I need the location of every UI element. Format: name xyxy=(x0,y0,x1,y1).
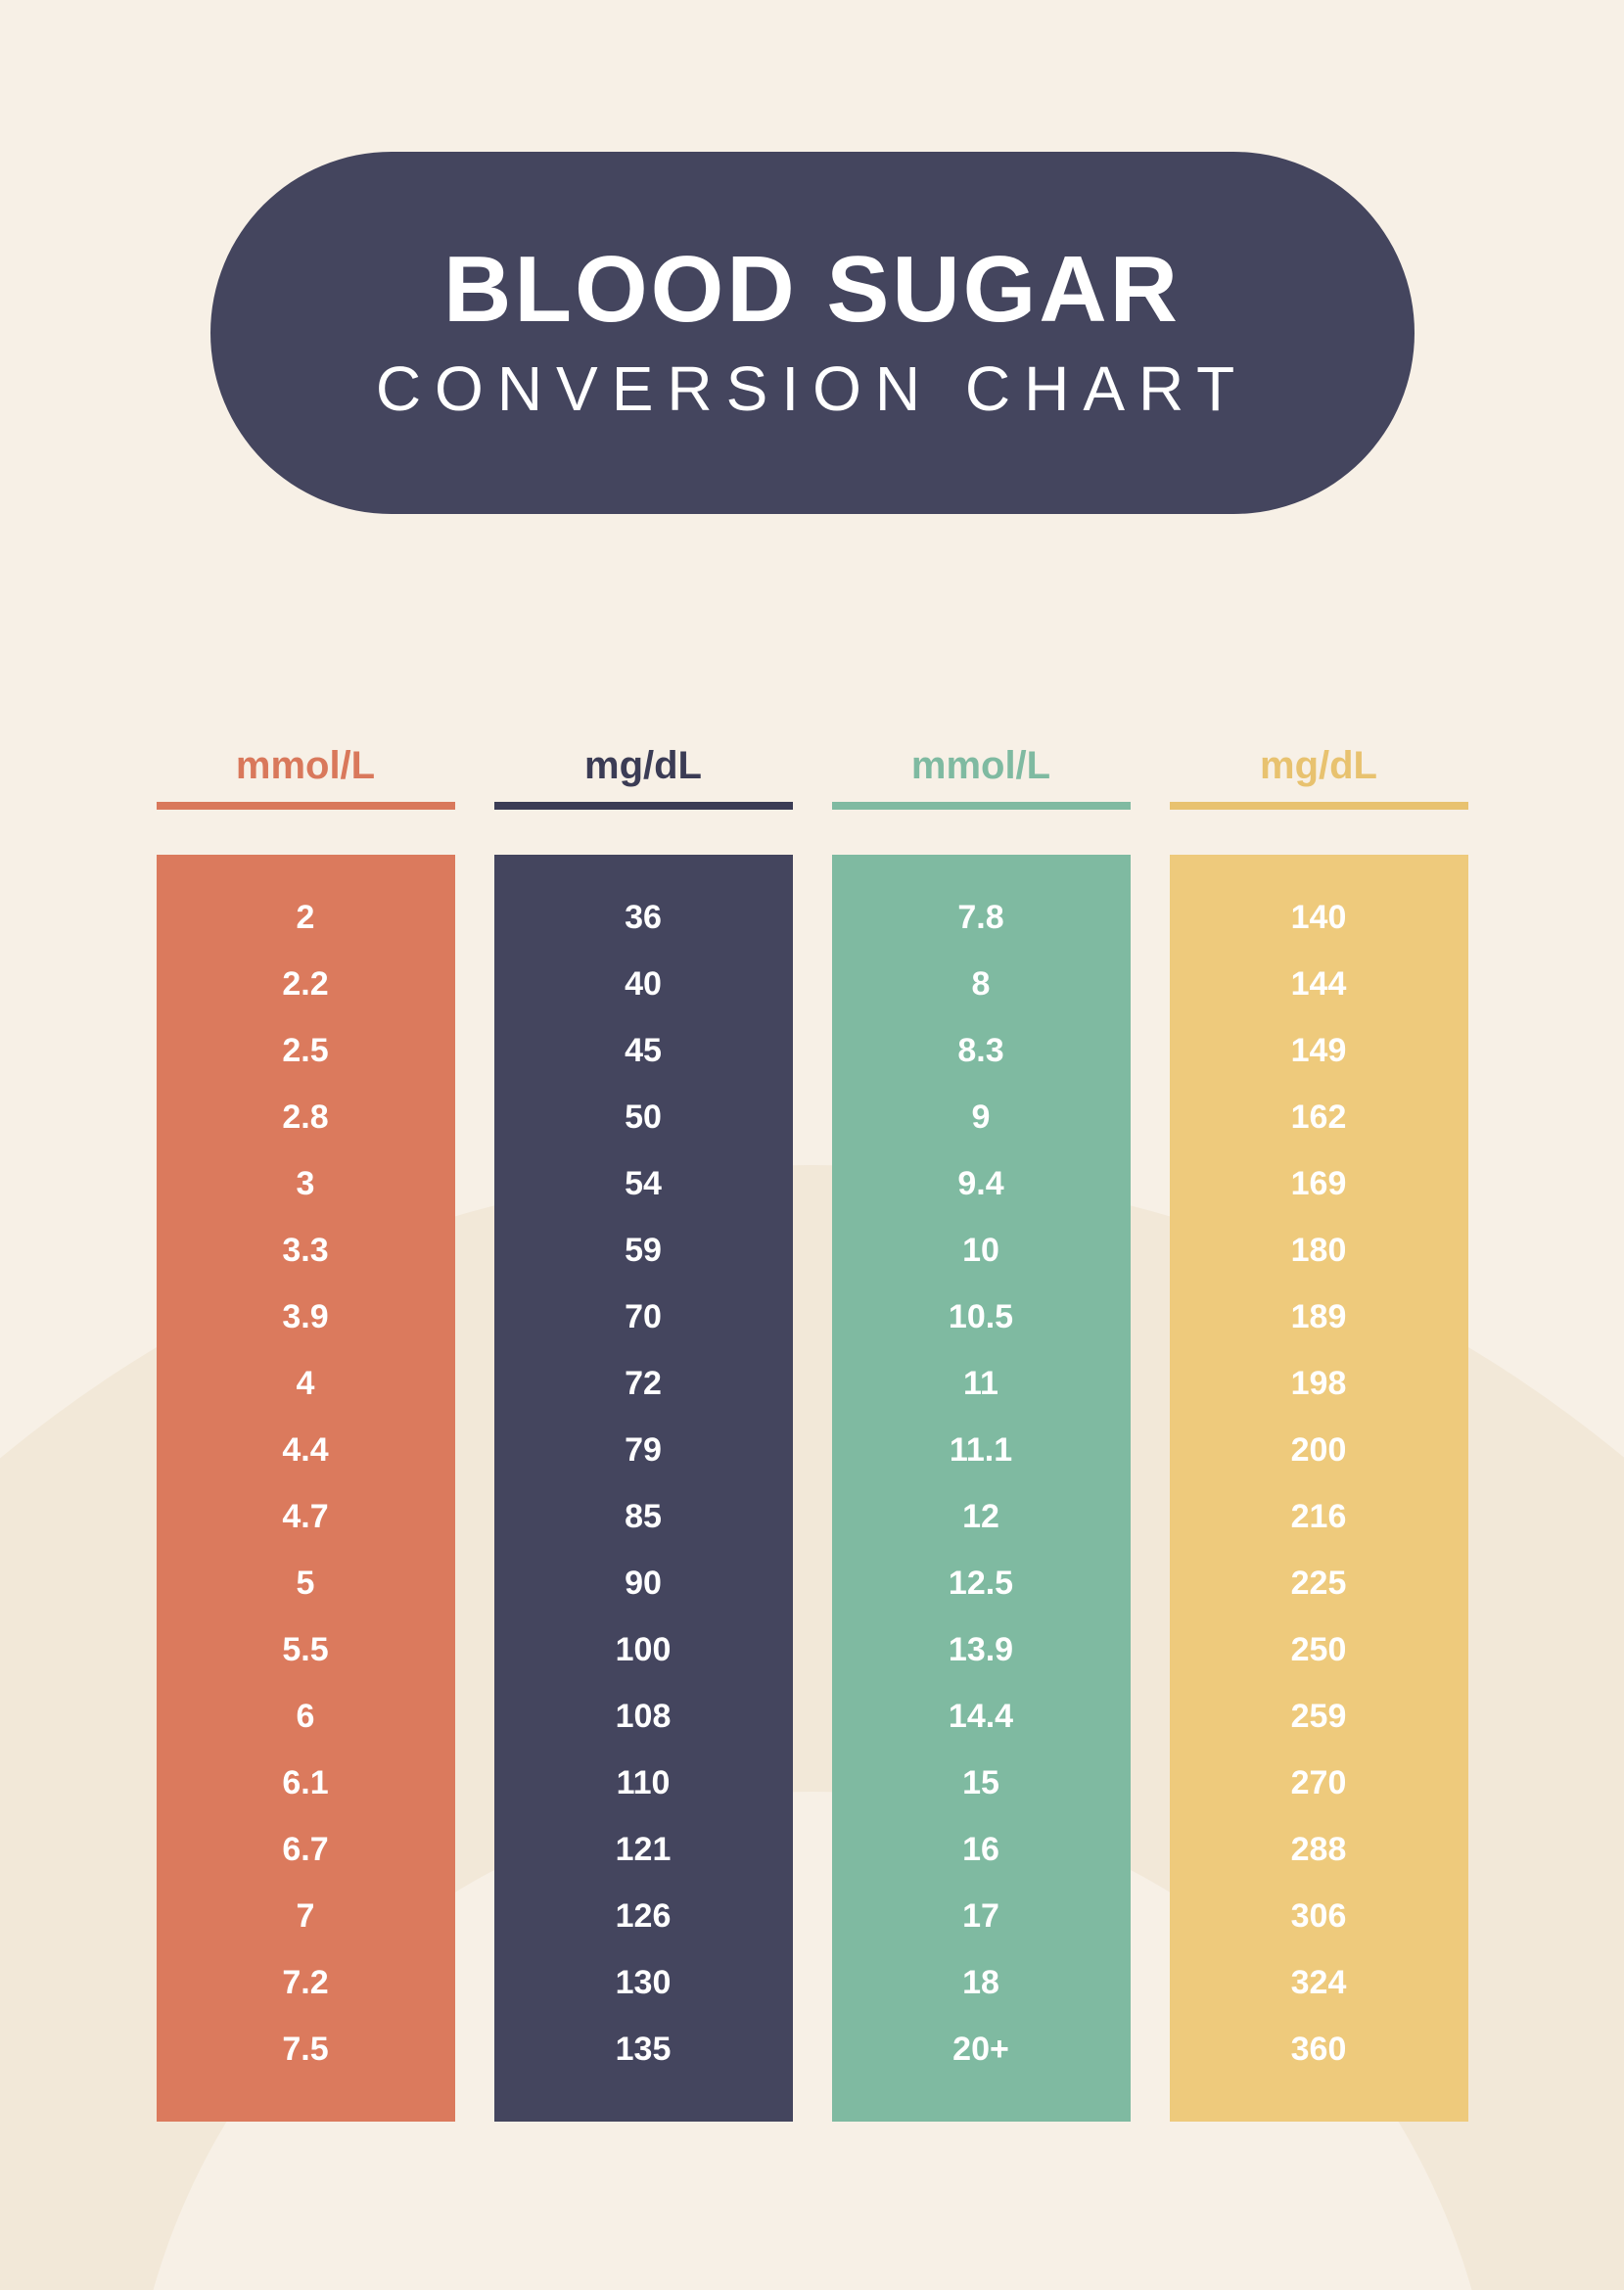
cell: 360 xyxy=(1170,2016,1468,2082)
cell: 85 xyxy=(494,1483,793,1550)
column-3: mg/dL14014414916216918018919820021622525… xyxy=(1170,744,1468,2122)
cell: 7.2 xyxy=(157,1949,455,2016)
cell: 5.5 xyxy=(157,1616,455,1683)
cell: 50 xyxy=(494,1084,793,1150)
cell: 17 xyxy=(832,1883,1131,1949)
header-subtitle: CONVERSION CHART xyxy=(376,352,1248,425)
column-header: mmol/L xyxy=(832,744,1131,802)
cell: 225 xyxy=(1170,1550,1468,1616)
cell: 2 xyxy=(157,884,455,951)
cell: 5 xyxy=(157,1550,455,1616)
cell: 6 xyxy=(157,1683,455,1750)
cell: 169 xyxy=(1170,1150,1468,1217)
cell: 180 xyxy=(1170,1217,1468,1284)
cell: 8.3 xyxy=(832,1017,1131,1084)
column-header: mg/dL xyxy=(1170,744,1468,802)
cell: 250 xyxy=(1170,1616,1468,1683)
cell: 198 xyxy=(1170,1350,1468,1417)
cell: 70 xyxy=(494,1284,793,1350)
cell: 15 xyxy=(832,1750,1131,1816)
cell: 12 xyxy=(832,1483,1131,1550)
cell: 135 xyxy=(494,2016,793,2082)
cell: 8 xyxy=(832,951,1131,1017)
header-pill: BLOOD SUGAR CONVERSION CHART xyxy=(210,152,1415,514)
cell: 59 xyxy=(494,1217,793,1284)
cell: 9.4 xyxy=(832,1150,1131,1217)
cell: 3 xyxy=(157,1150,455,1217)
cell: 324 xyxy=(1170,1949,1468,2016)
cell: 144 xyxy=(1170,951,1468,1017)
cell: 45 xyxy=(494,1017,793,1084)
cell: 13.9 xyxy=(832,1616,1131,1683)
cell: 90 xyxy=(494,1550,793,1616)
column-body: 3640455054597072798590100108110121126130… xyxy=(494,855,793,2122)
cell: 162 xyxy=(1170,1084,1468,1150)
cell: 100 xyxy=(494,1616,793,1683)
cell: 2.8 xyxy=(157,1084,455,1150)
column-body: 22.22.52.833.33.944.44.755.566.16.777.27… xyxy=(157,855,455,2122)
cell: 288 xyxy=(1170,1816,1468,1883)
cell: 4.4 xyxy=(157,1417,455,1483)
cell: 3.9 xyxy=(157,1284,455,1350)
column-header-wrap: mg/dL xyxy=(1170,744,1468,810)
column-body: 1401441491621691801891982002162252502592… xyxy=(1170,855,1468,2122)
cell: 10 xyxy=(832,1217,1131,1284)
column-header: mg/dL xyxy=(494,744,793,802)
cell: 259 xyxy=(1170,1683,1468,1750)
cell: 9 xyxy=(832,1084,1131,1150)
cell: 11 xyxy=(832,1350,1131,1417)
cell: 11.1 xyxy=(832,1417,1131,1483)
cell: 18 xyxy=(832,1949,1131,2016)
cell: 6.1 xyxy=(157,1750,455,1816)
column-0: mmol/L 22.22.52.833.33.944.44.755.566.16.… xyxy=(157,744,455,2122)
column-underline xyxy=(1170,802,1468,810)
cell: 16 xyxy=(832,1816,1131,1883)
cell: 2.5 xyxy=(157,1017,455,1084)
cell: 270 xyxy=(1170,1750,1468,1816)
cell: 3.3 xyxy=(157,1217,455,1284)
cell: 12.5 xyxy=(832,1550,1131,1616)
cell: 126 xyxy=(494,1883,793,1949)
column-header: mmol/L xyxy=(157,744,455,802)
cell: 72 xyxy=(494,1350,793,1417)
column-header-wrap: mg/dL xyxy=(494,744,793,810)
cell: 2.2 xyxy=(157,951,455,1017)
column-header-wrap: mmol/L xyxy=(832,744,1131,810)
column-header-wrap: mmol/L xyxy=(157,744,455,810)
cell: 79 xyxy=(494,1417,793,1483)
cell: 108 xyxy=(494,1683,793,1750)
cell: 4.7 xyxy=(157,1483,455,1550)
column-underline xyxy=(832,802,1131,810)
cell: 14.4 xyxy=(832,1683,1131,1750)
cell: 7.5 xyxy=(157,2016,455,2082)
cell: 216 xyxy=(1170,1483,1468,1550)
cell: 306 xyxy=(1170,1883,1468,1949)
cell: 20+ xyxy=(832,2016,1131,2082)
cell: 140 xyxy=(1170,884,1468,951)
cell: 36 xyxy=(494,884,793,951)
column-underline xyxy=(494,802,793,810)
cell: 149 xyxy=(1170,1017,1468,1084)
column-underline xyxy=(157,802,455,810)
column-body: 7.888.399.41010.51111.11212.513.914.4151… xyxy=(832,855,1131,2122)
column-2: mmol/L7.888.399.41010.51111.11212.513.91… xyxy=(832,744,1131,2122)
header-title: BLOOD SUGAR xyxy=(443,241,1181,340)
page: BLOOD SUGAR CONVERSION CHART mmol/L22.22… xyxy=(0,0,1624,2290)
cell: 6.7 xyxy=(157,1816,455,1883)
cell: 7 xyxy=(157,1883,455,1949)
cell: 200 xyxy=(1170,1417,1468,1483)
cell: 40 xyxy=(494,951,793,1017)
cell: 130 xyxy=(494,1949,793,2016)
cell: 110 xyxy=(494,1750,793,1816)
cell: 7.8 xyxy=(832,884,1131,951)
column-1: mg/dL36404550545970727985901001081101211… xyxy=(494,744,793,2122)
conversion-columns: mmol/L 22.22.52.833.33.944.44.755.566.16.… xyxy=(157,744,1468,2122)
cell: 10.5 xyxy=(832,1284,1131,1350)
cell: 189 xyxy=(1170,1284,1468,1350)
cell: 121 xyxy=(494,1816,793,1883)
cell: 4 xyxy=(157,1350,455,1417)
cell: 54 xyxy=(494,1150,793,1217)
